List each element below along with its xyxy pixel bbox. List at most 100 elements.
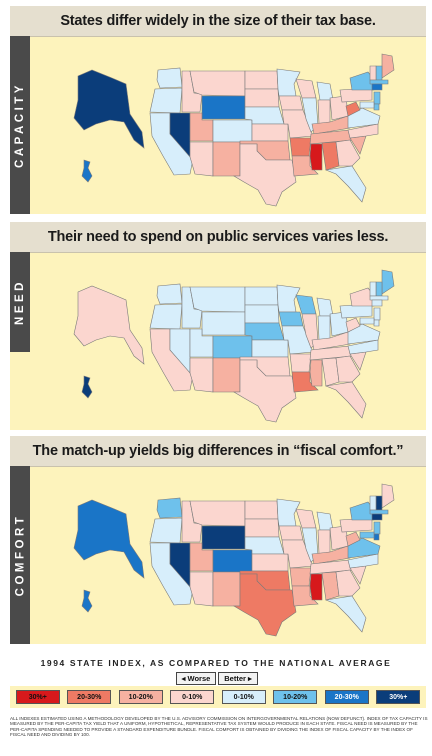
state-mi xyxy=(316,511,334,531)
state-nc xyxy=(347,553,379,569)
state-fl xyxy=(324,165,367,203)
state-ak xyxy=(73,69,145,149)
legend: 30%+ 20-30% 10-20% 0-10% 0-10% 10-20% 20… xyxy=(10,686,426,708)
legend-item-label: 0-10% xyxy=(182,693,203,701)
state-ks xyxy=(251,553,289,572)
state-nd xyxy=(244,500,279,520)
state-tx xyxy=(232,143,297,207)
legend-item: 10-20% xyxy=(273,690,318,704)
state-ia xyxy=(278,95,304,111)
state-in xyxy=(317,99,331,125)
legend-item-label: 10-20% xyxy=(128,693,153,701)
state-ct xyxy=(371,513,383,521)
legend-item-label: 0-10% xyxy=(233,693,254,701)
state-ma xyxy=(369,509,389,515)
state-az xyxy=(189,571,214,607)
state-me xyxy=(381,53,395,79)
state-hi xyxy=(81,589,93,613)
state-ga xyxy=(335,355,361,383)
state-ct xyxy=(371,299,383,307)
legend-item: 30%+ xyxy=(376,690,421,704)
state-wi xyxy=(295,508,317,529)
state-de xyxy=(373,319,380,327)
state-nh xyxy=(375,281,383,297)
state-vt xyxy=(369,65,377,81)
state-wv xyxy=(345,101,361,117)
state-sd xyxy=(244,518,280,538)
legend-item-label: 20-30% xyxy=(334,693,359,701)
state-or xyxy=(149,303,183,330)
legend-item: 20-30% xyxy=(67,690,112,704)
state-wa xyxy=(156,67,183,89)
legend-caption: 1994 STATE INDEX, AS COMPARED TO THE NAT… xyxy=(40,658,392,668)
state-nd xyxy=(244,70,279,90)
state-az xyxy=(189,357,214,393)
state-nh xyxy=(375,495,383,511)
state-wa xyxy=(156,497,183,519)
comfort-title: The match-up yields big differences in “… xyxy=(10,436,426,467)
state-nc xyxy=(347,123,379,139)
state-co xyxy=(212,335,253,359)
state-ar xyxy=(289,567,312,587)
state-sd xyxy=(244,88,280,108)
state-md xyxy=(359,531,375,539)
state-ct xyxy=(371,83,383,91)
state-in xyxy=(317,529,331,555)
state-me xyxy=(381,269,395,295)
state-ia xyxy=(278,525,304,541)
state-ma xyxy=(369,79,389,85)
state-nm xyxy=(212,141,241,177)
state-wv xyxy=(345,317,361,333)
legend-item-label: 30%+ xyxy=(389,693,408,701)
state-de xyxy=(373,103,380,111)
state-ms xyxy=(309,359,323,387)
state-nc xyxy=(347,339,379,355)
capacity-map xyxy=(73,53,395,207)
state-in xyxy=(317,315,331,341)
worse-label: ◂ Worse xyxy=(176,672,216,685)
legend-item-label: 10-20% xyxy=(283,693,308,701)
state-wy xyxy=(201,95,246,120)
capacity-title: States differ widely in the size of thei… xyxy=(10,6,426,37)
state-tx xyxy=(232,359,297,423)
capacity-side-label: CAPACITY xyxy=(10,36,30,214)
state-md xyxy=(359,317,375,325)
need-side-label: NEED xyxy=(10,252,30,352)
state-nd xyxy=(244,286,279,306)
state-mt xyxy=(189,286,246,313)
state-ia xyxy=(278,311,304,327)
capacity-side-label-text: CAPACITY xyxy=(14,82,26,168)
state-vt xyxy=(369,281,377,297)
state-mn xyxy=(276,284,301,313)
state-ks xyxy=(251,339,289,358)
state-nj xyxy=(373,91,381,105)
state-wa xyxy=(156,283,183,305)
state-ak xyxy=(73,285,145,365)
state-or xyxy=(149,87,183,114)
state-wy xyxy=(201,525,246,550)
state-nj xyxy=(373,307,381,321)
comfort-side-label-text: COMFORT xyxy=(14,513,27,597)
state-hi xyxy=(81,159,93,183)
state-nm xyxy=(212,571,241,607)
legend-item: 0-10% xyxy=(221,690,266,704)
state-co xyxy=(212,119,253,143)
state-wi xyxy=(295,78,317,99)
state-ms xyxy=(309,573,323,601)
comfort-panel: The match-up yields big differences in “… xyxy=(10,436,426,644)
state-ar xyxy=(289,137,312,157)
comfort-side-label: COMFORT xyxy=(10,466,30,644)
state-mt xyxy=(189,500,246,527)
legend-item: 0-10% xyxy=(170,690,215,704)
state-nm xyxy=(212,357,241,393)
state-ak xyxy=(73,499,145,579)
legend-item: 20-30% xyxy=(324,690,369,704)
legend-item-label: 20-30% xyxy=(77,693,102,701)
state-nj xyxy=(373,521,381,535)
state-tx xyxy=(232,573,297,637)
state-vt xyxy=(369,495,377,511)
state-wv xyxy=(345,531,361,547)
state-ms xyxy=(309,143,323,171)
need-map xyxy=(73,269,395,423)
state-ks xyxy=(251,123,289,142)
